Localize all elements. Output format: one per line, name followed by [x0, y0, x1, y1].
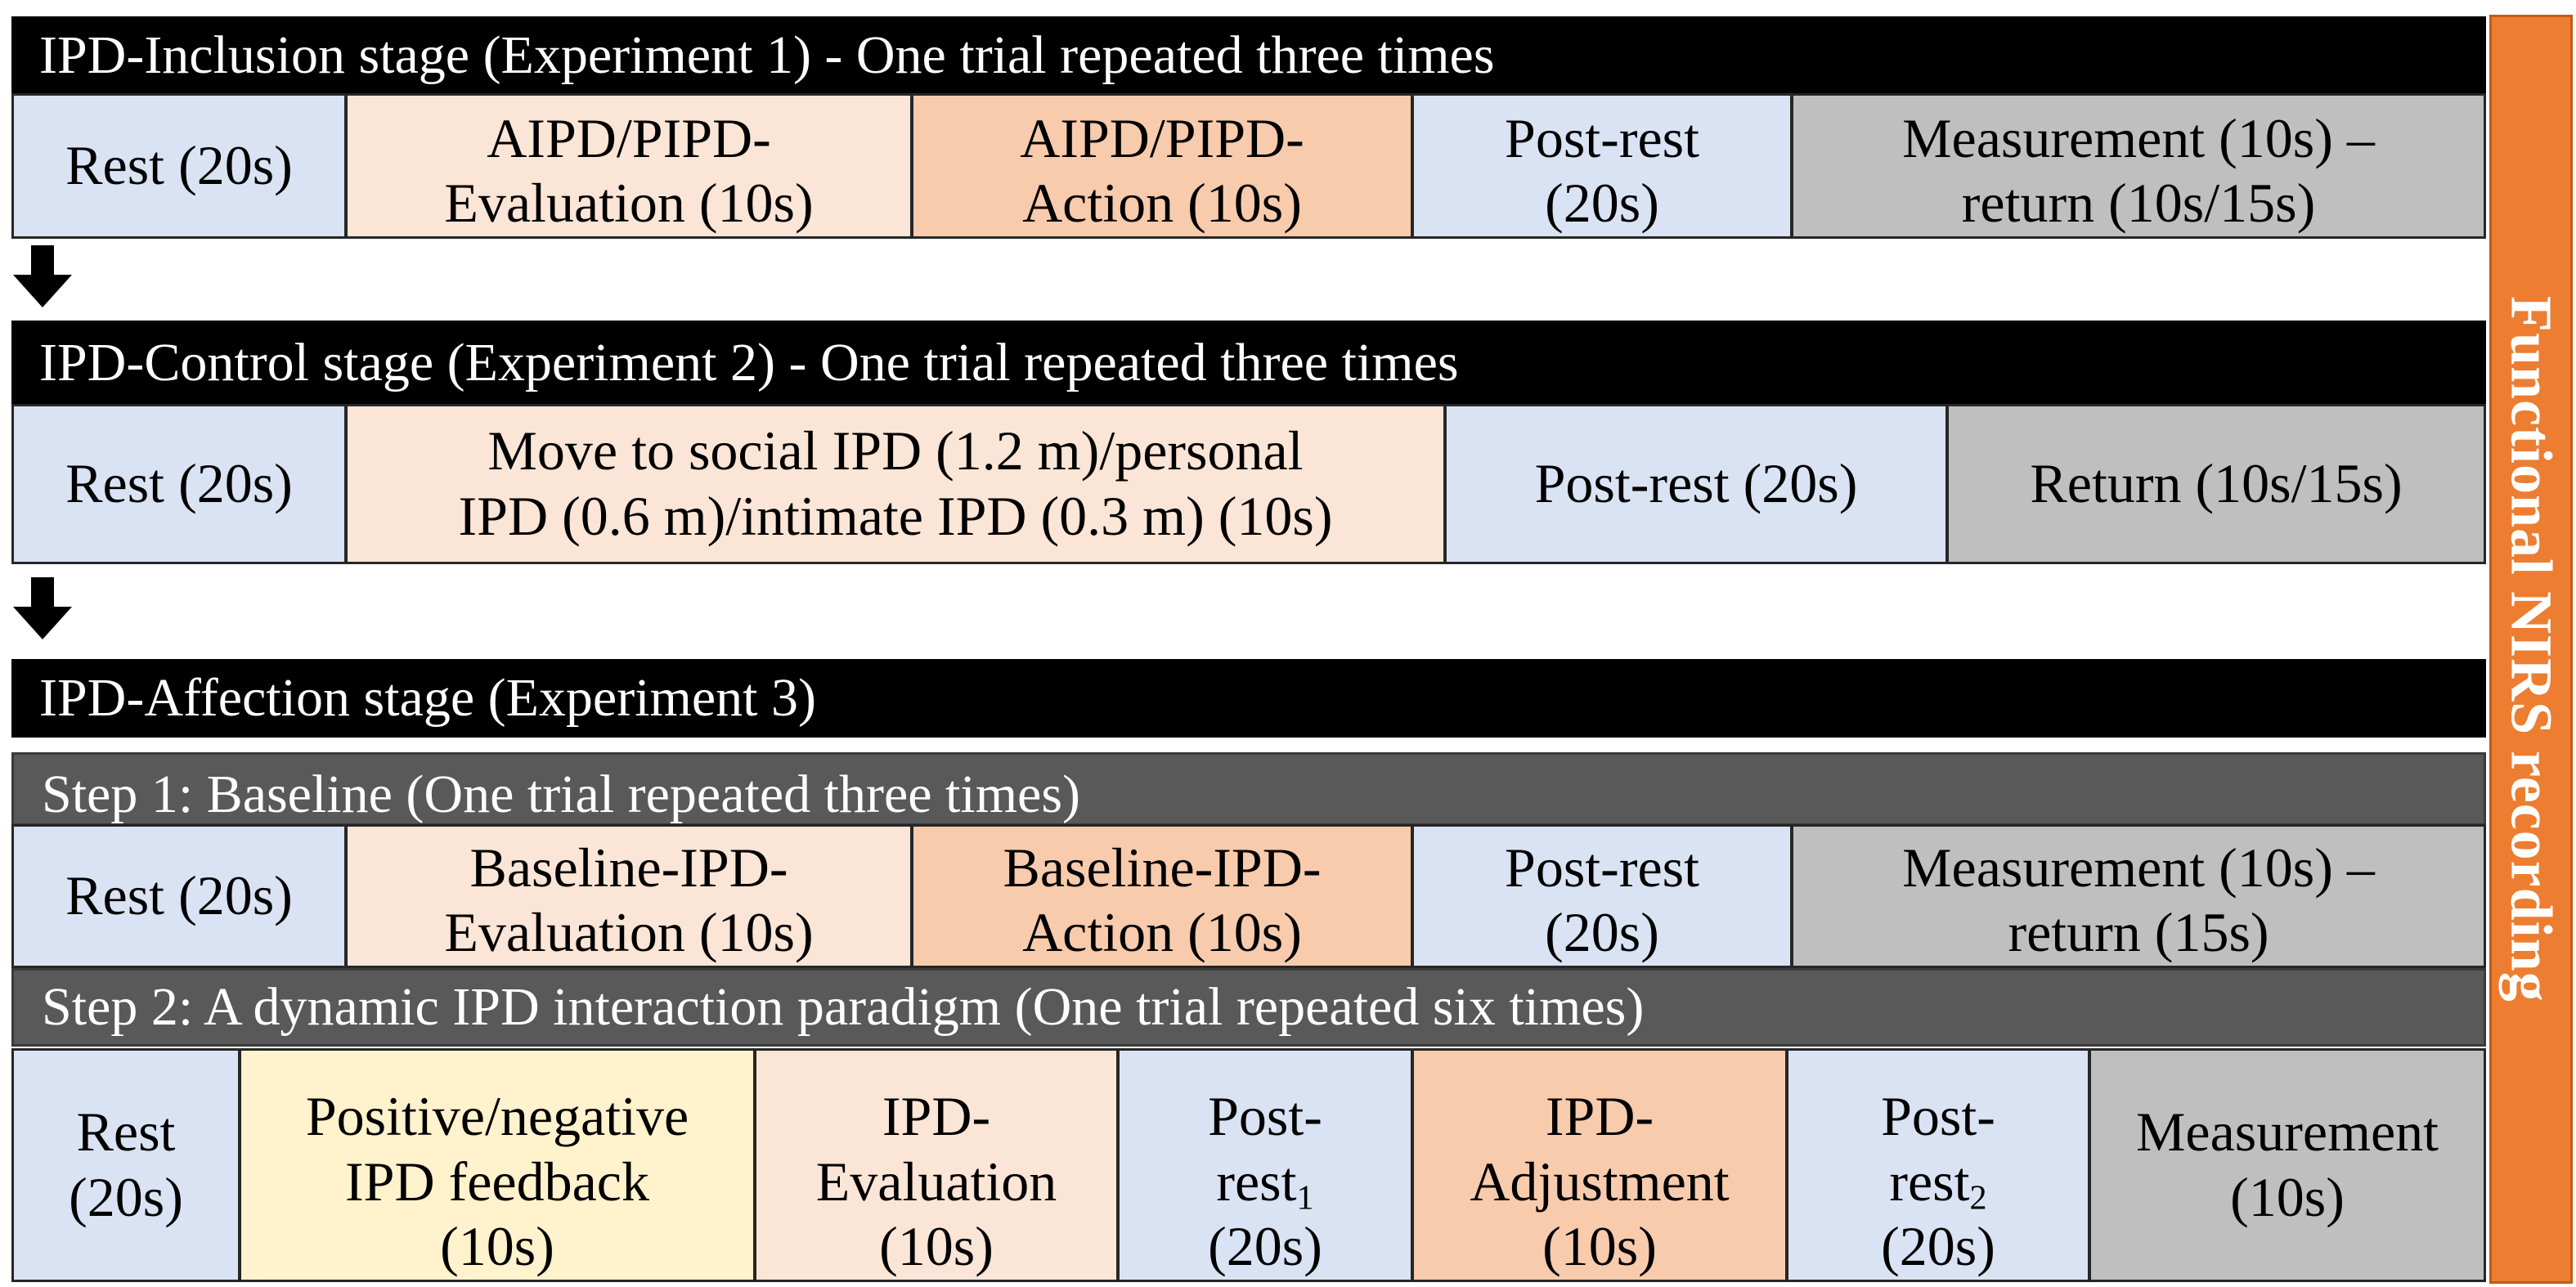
step2-adjustment: IPD- Adjustment (10s) — [1411, 1048, 1788, 1282]
step1-evaluation-line2: Evaluation (10s) — [444, 901, 814, 964]
stage1-action-line2: Action (10s) — [1022, 172, 1302, 235]
stage2-return-line: Return (10s/15s) — [2030, 452, 2403, 515]
stage3-header: IPD-Affection stage (Experiment 3) — [11, 659, 2486, 738]
stage1-rest: Rest (20s) — [11, 93, 347, 239]
stage1-measurement-line1: Measurement (10s) – — [1902, 106, 2375, 169]
stage1-post-rest-line1: Post-rest — [1505, 106, 1699, 169]
step2-post-rest2-subscript: 2 — [1969, 1178, 1987, 1217]
stage2-return: Return (10s/15s) — [1946, 404, 2486, 564]
stage1-evaluation-line2: Evaluation (10s) — [444, 172, 814, 235]
stage1-header: IPD-Inclusion stage (Experiment 1) - One… — [11, 16, 2486, 95]
step2-measurement-line1: Measurement — [2135, 1101, 2439, 1164]
step2-post-rest2: Post- rest2 (20s) — [1786, 1048, 2090, 1282]
step1-action: Baseline-IPD- Action (10s) — [911, 824, 1413, 968]
stage1-action: AIPD/PIPD- Action (10s) — [911, 93, 1413, 239]
step2-post-rest2-line3: (20s) — [1881, 1215, 1995, 1278]
step1-measurement: Measurement (10s) – return (15s) — [1791, 824, 2486, 968]
step2-feedback-line3: (10s) — [440, 1215, 554, 1278]
step2-feedback-line2: IPD feedback — [345, 1150, 649, 1213]
step1-post-rest: Post-rest (20s) — [1411, 824, 1793, 968]
step2-post-rest1-line3: (20s) — [1208, 1215, 1322, 1278]
stage2-move-line1: Move to social IPD (1.2 m)/personal — [487, 419, 1304, 482]
stage1-rest-line: Rest (20s) — [65, 134, 293, 197]
stage1-action-line1: AIPD/PIPD- — [1020, 106, 1304, 169]
stage2-header: IPD-Control stage (Experiment 2) - One t… — [11, 321, 2486, 406]
step2-post-rest1-subscript: 1 — [1296, 1178, 1314, 1217]
step2-post-rest2-word: rest — [1889, 1150, 1970, 1213]
step2-measurement-line2: (10s) — [2230, 1166, 2345, 1228]
fnirs-recording-bar: Functional NIRS recording — [2489, 15, 2573, 1284]
step2-post-rest2-line1: Post- — [1881, 1085, 1995, 1148]
stage1-post-rest: Post-rest (20s) — [1411, 93, 1793, 239]
step2-rest: Rest (20s) — [11, 1048, 240, 1282]
step2-adjustment-line1: IPD- — [1545, 1085, 1654, 1148]
step1-label: Step 1: Baseline (One trial repeated thr… — [11, 752, 2486, 826]
stage1-post-rest-line2: (20s) — [1545, 172, 1659, 235]
step1-action-line1: Baseline-IPD- — [1003, 836, 1322, 899]
step2-post-rest2-line2: rest2 — [1889, 1150, 1986, 1215]
step2-post-rest1: Post- rest1 (20s) — [1117, 1048, 1413, 1282]
step2-label: Step 2: A dynamic IPD interaction paradi… — [11, 968, 2486, 1047]
arrow-down-icon — [13, 577, 72, 639]
step1-evaluation-line1: Baseline-IPD- — [469, 836, 788, 899]
step2-adjustment-line2: Adjustment — [1470, 1150, 1730, 1213]
stage2-rest: Rest (20s) — [11, 404, 347, 564]
step1-rest: Rest (20s) — [11, 824, 347, 968]
step2-feedback: Positive/negative IPD feedback (10s) — [239, 1048, 756, 1282]
step2-rest-line2: (20s) — [69, 1166, 183, 1228]
step2-post-rest1-word: rest — [1216, 1150, 1297, 1213]
step2-post-rest1-line1: Post- — [1208, 1085, 1322, 1148]
fnirs-recording-label: Functional NIRS recording — [2498, 296, 2565, 1002]
stage2-post-rest: Post-rest (20s) — [1444, 404, 1948, 564]
step2-evaluation-line1: IPD- — [882, 1085, 991, 1148]
step2-measurement: Measurement (10s) — [2089, 1048, 2486, 1282]
step2-post-rest1-line2: rest1 — [1216, 1150, 1313, 1215]
arrow-down-icon — [13, 245, 72, 307]
step2-rest-line1: Rest — [76, 1101, 176, 1164]
stage2-move: Move to social IPD (1.2 m)/personal IPD … — [345, 404, 1446, 564]
step1-post-rest-line2: (20s) — [1545, 901, 1659, 964]
stage1-evaluation-line1: AIPD/PIPD- — [487, 106, 771, 169]
step2-evaluation-line2: Evaluation — [815, 1150, 1057, 1213]
step1-measurement-line2: return (15s) — [2008, 901, 2269, 964]
stage1-measurement: Measurement (10s) – return (10s/15s) — [1791, 93, 2486, 239]
stage2-rest-line: Rest (20s) — [65, 452, 293, 515]
step2-evaluation-line3: (10s) — [879, 1215, 994, 1278]
stage2-move-line2: IPD (0.6 m)/intimate IPD (0.3 m) (10s) — [458, 485, 1333, 547]
step1-evaluation: Baseline-IPD- Evaluation (10s) — [345, 824, 913, 968]
step1-action-line2: Action (10s) — [1022, 901, 1302, 964]
step1-measurement-line1: Measurement (10s) – — [1902, 836, 2375, 899]
step2-feedback-line1: Positive/negative — [305, 1085, 689, 1148]
step2-adjustment-line3: (10s) — [1542, 1215, 1657, 1278]
step2-evaluation: IPD- Evaluation (10s) — [754, 1048, 1119, 1282]
stage2-post-rest-line: Post-rest (20s) — [1534, 452, 1858, 515]
step1-post-rest-line1: Post-rest — [1505, 836, 1699, 899]
stage1-evaluation: AIPD/PIPD- Evaluation (10s) — [345, 93, 913, 239]
stage1-measurement-line2: return (10s/15s) — [1961, 172, 2316, 235]
step1-rest-line: Rest (20s) — [65, 864, 293, 927]
